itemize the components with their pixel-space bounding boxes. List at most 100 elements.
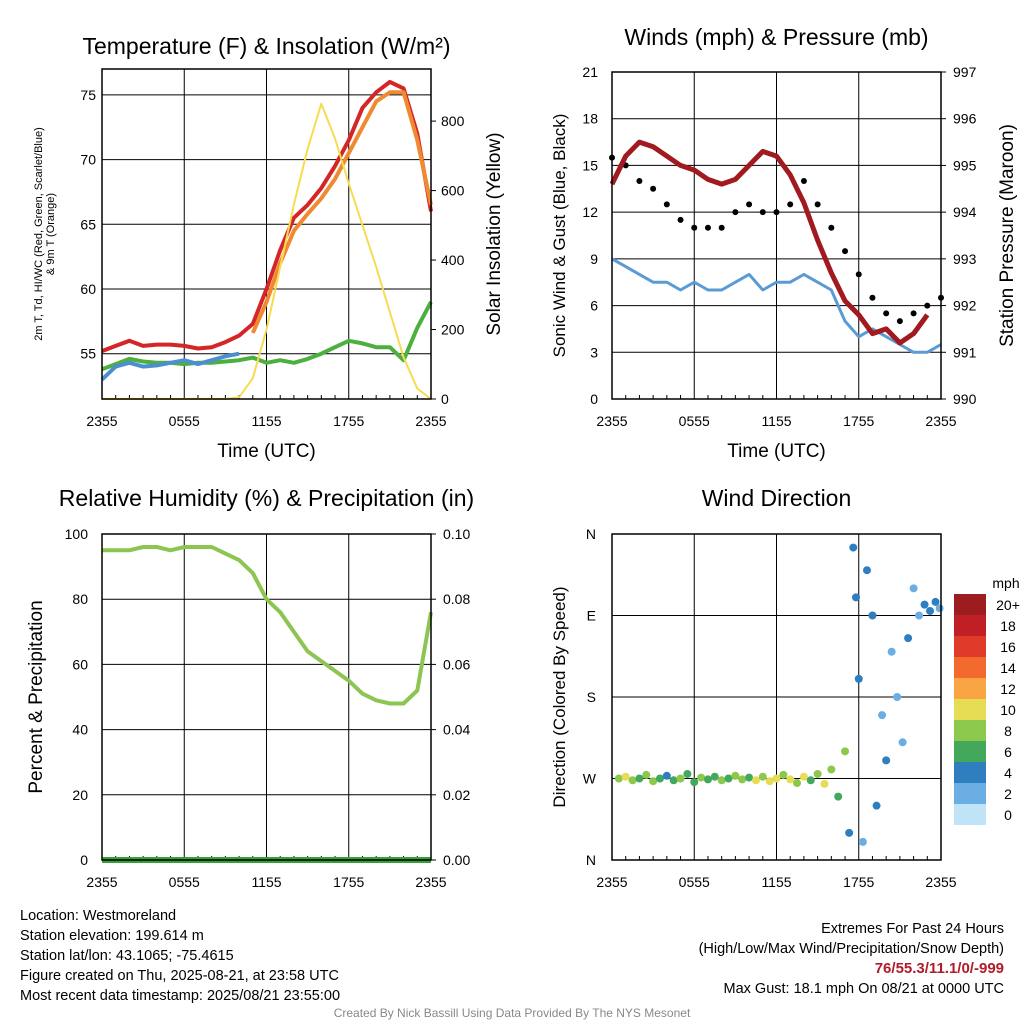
y2-tick-label: 800 <box>441 113 465 129</box>
x-tick-label: 2355 <box>925 413 956 429</box>
legend-swatch <box>954 720 986 741</box>
gust-point <box>910 310 917 317</box>
direction-point <box>806 776 815 785</box>
extremes-subtitle: (High/Low/Max Wind/Precipitation/Snow De… <box>698 941 1004 957</box>
legend-swatch <box>954 594 986 615</box>
x-tick-label: 0555 <box>679 874 710 890</box>
direction-point <box>731 771 740 780</box>
y2-tick-label: 992 <box>953 298 977 314</box>
gust-point <box>855 271 862 278</box>
gust-point <box>759 209 766 216</box>
gust-point <box>732 209 739 216</box>
gust-point <box>691 224 698 231</box>
y2-tick-label: 0 <box>441 391 449 407</box>
y-tick-label: N <box>586 852 596 868</box>
station-elevation: Station elevation: 199.614 m <box>20 928 204 944</box>
y-axis-label: Sonic Wind & Gust (Blue, Black) <box>550 114 569 358</box>
series-line <box>611 257 942 354</box>
y2-tick-label: 991 <box>953 344 977 360</box>
y-tick-label: 55 <box>80 346 96 362</box>
direction-point <box>751 776 760 785</box>
series-line <box>609 139 930 346</box>
legend-swatch <box>954 762 986 783</box>
direction-point <box>655 774 664 783</box>
plot-border <box>101 533 432 861</box>
y-tick-label: 75 <box>80 87 96 103</box>
direction-point <box>697 773 706 782</box>
legend-label: 4 <box>1004 765 1012 781</box>
y-tick-label: 65 <box>80 216 96 232</box>
series-line <box>101 300 433 372</box>
y-tick-label: W <box>583 771 597 787</box>
x-tick-label: 1155 <box>761 874 791 890</box>
legend-label: 8 <box>1004 723 1012 739</box>
gust-point <box>787 201 794 208</box>
y-tick-label: 18 <box>582 111 598 127</box>
gust-point <box>800 178 807 184</box>
y2-tick-label: 996 <box>953 111 977 127</box>
extremes-values: 76/55.3/11.1/0/-999 <box>874 960 1004 977</box>
direction-point <box>710 772 719 781</box>
direction-point <box>858 837 867 846</box>
direction-point <box>676 774 685 783</box>
y2-tick-label: 0.10 <box>443 526 470 542</box>
x-tick-label: 1155 <box>761 413 791 429</box>
legend-label: 2 <box>1004 786 1012 802</box>
x-tick-label: 1755 <box>843 413 874 429</box>
direction-point <box>799 772 808 781</box>
y-tick-label: 15 <box>582 157 598 173</box>
series-line <box>100 351 240 382</box>
y-tick-label: 60 <box>72 656 88 672</box>
gust-point <box>677 216 684 223</box>
y-tick-label: 0 <box>80 852 88 868</box>
direction-point <box>635 774 644 783</box>
direction-point <box>628 776 637 785</box>
legend-swatch <box>954 615 986 636</box>
direction-point <box>868 611 877 620</box>
legend-title: mph <box>992 575 1019 591</box>
y-tick-label: 0 <box>590 391 598 407</box>
direction-point <box>834 792 843 801</box>
x-tick-label: 0555 <box>169 413 200 429</box>
direction-point <box>758 772 767 781</box>
x-tick-label: 2355 <box>596 413 627 429</box>
plot-border <box>611 71 942 400</box>
legend-label: 10 <box>1000 702 1016 718</box>
gust-point <box>746 201 753 208</box>
direction-point <box>738 775 747 784</box>
y-tick-label: 21 <box>582 64 598 80</box>
direction-point <box>935 604 944 613</box>
y2-tick-label: 0.04 <box>443 722 470 738</box>
gust-point <box>773 209 780 216</box>
direction-point <box>772 774 781 783</box>
gust-point <box>704 224 711 231</box>
direction-point <box>872 801 881 810</box>
y-tick-label: 9 <box>590 251 598 267</box>
gust-point <box>650 185 657 192</box>
y-tick-label: 60 <box>80 281 96 297</box>
direction-point <box>882 756 891 765</box>
x-tick-label: 1755 <box>333 413 364 429</box>
legend-swatch <box>954 699 986 720</box>
legend-label: 6 <box>1004 744 1012 760</box>
direction-point <box>745 773 754 782</box>
direction-point <box>765 777 774 786</box>
figure-created: Figure created on Thu, 2025-08-21, at 23… <box>20 968 339 984</box>
legend-swatch <box>954 657 986 678</box>
y2-tick-label: 0.02 <box>443 787 470 803</box>
gust-point <box>842 248 849 255</box>
x-tick-label: 0555 <box>679 413 710 429</box>
x-tick-label: 2355 <box>86 413 117 429</box>
y-tick-label: N <box>586 526 596 542</box>
direction-point <box>887 647 896 656</box>
direction-point <box>779 770 788 779</box>
direction-point <box>662 771 671 780</box>
y-tick-label: E <box>587 608 596 624</box>
direction-point <box>841 747 850 756</box>
recent-timestamp: Most recent data timestamp: 2025/08/21 2… <box>20 988 341 1004</box>
chart-title: Wind Direction <box>702 485 852 511</box>
direction-point <box>827 765 836 774</box>
y-axis-label: Direction (Colored By Speed) <box>550 586 569 807</box>
extremes-panel: Extremes For Past 24 Hours (High/Low/Max… <box>699 919 1004 999</box>
x-tick-label: 2355 <box>415 874 446 890</box>
